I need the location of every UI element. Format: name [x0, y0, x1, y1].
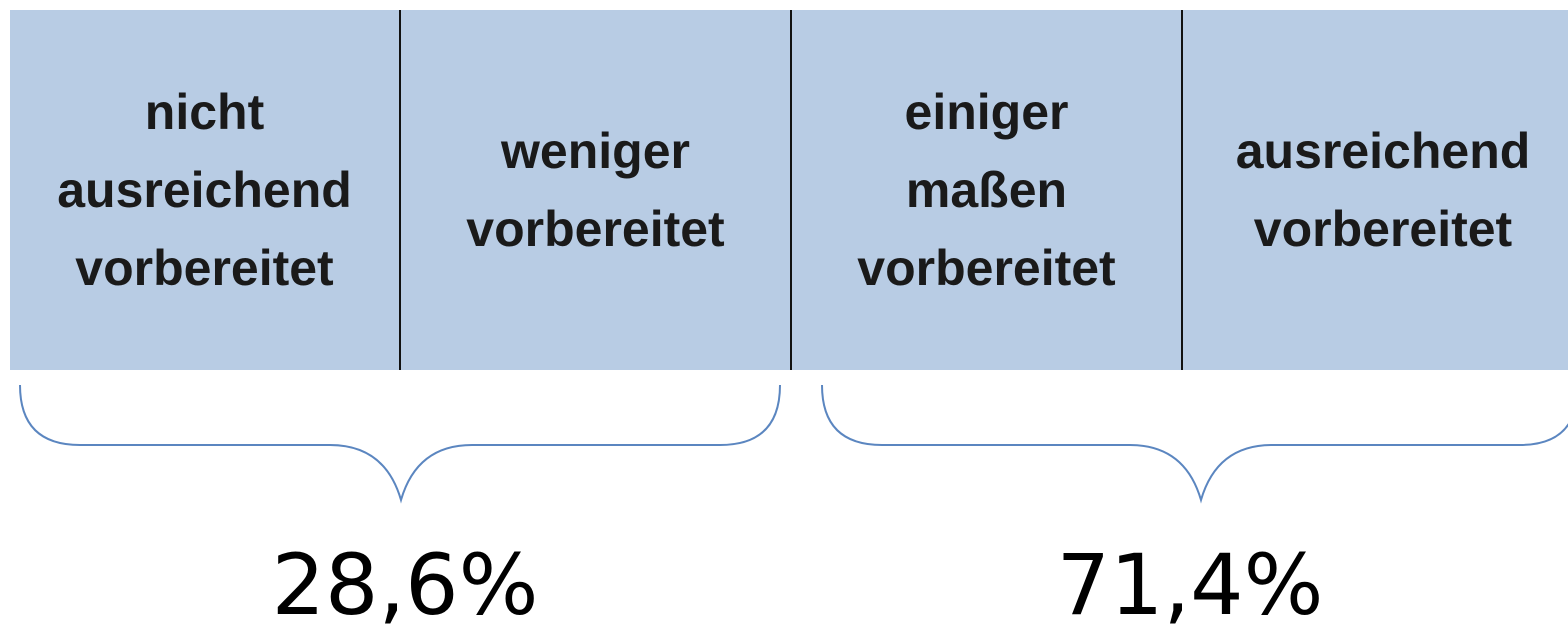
cell-line: ausreichend	[57, 162, 352, 218]
cell-line: vorbereitet	[1253, 201, 1513, 257]
cell-line: ausreichend	[1235, 123, 1531, 179]
group-percentage: 71,4%	[1056, 536, 1324, 634]
cell-line: weniger	[501, 123, 690, 179]
cell-line: vorbereitet	[857, 240, 1116, 296]
cell-line: einiger	[904, 84, 1069, 140]
cell-line: nicht	[144, 84, 265, 140]
category-row: nicht ausreichend vorbereitet weniger vo…	[10, 10, 1568, 370]
brace	[19, 384, 781, 504]
category-cell: ausreichend vorbereitet	[1183, 10, 1568, 370]
cell-line: vorbereitet	[466, 201, 725, 257]
cell-line: vorbereitet	[75, 240, 334, 296]
brace	[821, 384, 1568, 504]
cell-line: maßen	[905, 162, 1068, 218]
category-cell: weniger vorbereitet	[401, 10, 792, 370]
group-percentage: 28,6%	[271, 536, 539, 634]
category-cell: nicht ausreichend vorbereitet	[10, 10, 401, 370]
category-cell: einiger maßen vorbereitet	[792, 10, 1183, 370]
